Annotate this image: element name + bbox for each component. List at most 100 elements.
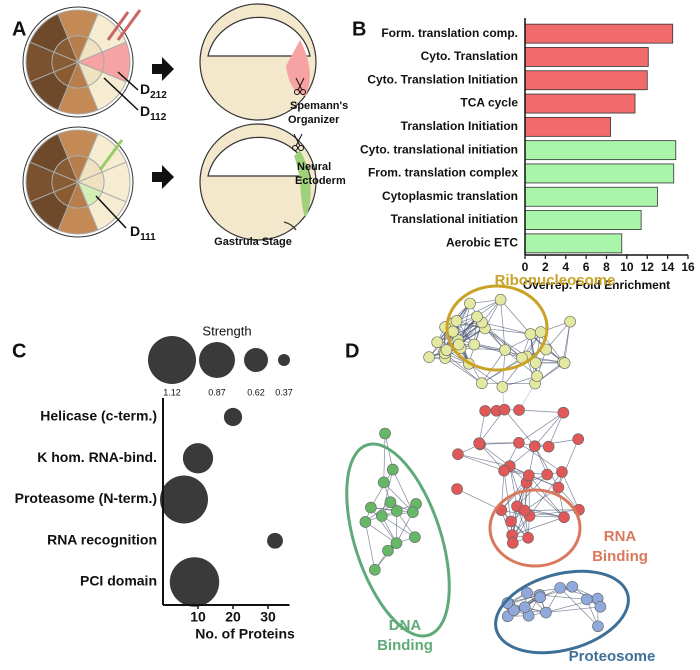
scissors bbox=[293, 133, 301, 147]
network-edge bbox=[365, 521, 376, 570]
panel-label: A bbox=[12, 18, 26, 40]
arrow bbox=[152, 165, 174, 189]
cluster-outline bbox=[488, 488, 582, 568]
network-node bbox=[452, 448, 464, 461]
y-tick-label: Translational initiation bbox=[391, 212, 518, 226]
cell-label: D212 bbox=[140, 81, 167, 101]
network-node bbox=[541, 468, 553, 481]
legend-label: 0.37 bbox=[275, 387, 293, 397]
arrow bbox=[152, 57, 174, 81]
network-node bbox=[513, 436, 525, 449]
network-node bbox=[452, 338, 465, 351]
scissors bbox=[292, 145, 298, 151]
network-node bbox=[572, 433, 584, 445]
bubble bbox=[223, 407, 243, 427]
needle bbox=[106, 11, 130, 41]
needle bbox=[116, 9, 142, 41]
network-edge bbox=[484, 328, 527, 357]
network-node bbox=[369, 564, 381, 576]
network-edge bbox=[504, 409, 536, 447]
network-edge bbox=[474, 344, 522, 359]
annotation: Gastrula Stage bbox=[214, 236, 292, 248]
scissors bbox=[295, 133, 303, 147]
x-tick-label: 12 bbox=[641, 260, 655, 274]
network-edge bbox=[518, 442, 563, 473]
bar bbox=[524, 233, 623, 254]
network-edge bbox=[481, 349, 506, 384]
network-node bbox=[440, 344, 453, 356]
network-node bbox=[556, 466, 568, 478]
network-node bbox=[377, 476, 390, 489]
network-node bbox=[594, 601, 607, 613]
bubble bbox=[267, 532, 283, 549]
network-node bbox=[479, 405, 491, 417]
scissors bbox=[295, 77, 303, 91]
network-edge bbox=[444, 357, 483, 384]
network-node bbox=[531, 370, 543, 382]
bar bbox=[524, 163, 675, 184]
blastomere bbox=[77, 37, 103, 63]
x-tick-label: 8 bbox=[603, 260, 610, 274]
network-node bbox=[552, 481, 565, 494]
scissors bbox=[298, 145, 304, 151]
network-node bbox=[558, 511, 570, 524]
network-node bbox=[519, 601, 531, 613]
cluster-label: Proteosome bbox=[569, 648, 656, 665]
bubble bbox=[169, 557, 220, 607]
network-edge bbox=[509, 466, 518, 507]
network-node bbox=[498, 464, 510, 477]
network-node bbox=[494, 293, 507, 306]
network-node bbox=[407, 506, 419, 518]
network-node bbox=[592, 620, 604, 633]
network-node bbox=[473, 437, 485, 449]
scissors bbox=[297, 77, 305, 91]
network-edge bbox=[500, 299, 506, 351]
x-tick-label: 10 bbox=[620, 260, 634, 274]
x-tick-label: 0 bbox=[522, 260, 529, 274]
network-node bbox=[580, 593, 593, 606]
x-tick-label: 6 bbox=[583, 260, 590, 274]
network-edge bbox=[524, 487, 559, 511]
network-node bbox=[471, 310, 483, 323]
network-node bbox=[540, 606, 552, 619]
cluster-label: Binding bbox=[592, 548, 648, 565]
bar bbox=[524, 70, 648, 91]
y-tick-label: TCA cycle bbox=[460, 96, 518, 110]
network-node bbox=[518, 504, 531, 517]
organizer-patch bbox=[286, 40, 310, 96]
panel-label: B bbox=[352, 18, 366, 40]
cell-label-main: D bbox=[140, 81, 150, 97]
network-edge bbox=[512, 516, 565, 536]
legend-label: 0.87 bbox=[208, 387, 226, 397]
network-edge bbox=[484, 328, 531, 335]
annotation: Organizer bbox=[288, 114, 340, 126]
cell-label: D111 bbox=[130, 223, 156, 243]
blastopore bbox=[283, 221, 297, 231]
cell-label-main: D bbox=[140, 103, 150, 119]
network-edge bbox=[534, 412, 564, 447]
network-node bbox=[528, 440, 541, 452]
network-edge bbox=[481, 322, 531, 335]
cluster-label: Binding bbox=[377, 637, 433, 654]
network-edge bbox=[383, 433, 386, 483]
annotation: Spemann's bbox=[290, 100, 348, 112]
network-node bbox=[365, 501, 377, 514]
x-axis-label: No. of Proteins bbox=[195, 626, 295, 642]
cluster-label: DNA bbox=[389, 617, 422, 634]
network-edge bbox=[502, 375, 538, 388]
legend-bubble bbox=[148, 336, 196, 384]
network-edge bbox=[457, 453, 505, 471]
network-edge bbox=[545, 606, 601, 613]
legend-bubble bbox=[244, 348, 268, 372]
network-edge bbox=[381, 515, 416, 538]
network-edge bbox=[564, 321, 571, 364]
network-node bbox=[521, 587, 533, 599]
network-edge bbox=[383, 482, 414, 513]
network-node bbox=[542, 440, 555, 453]
network-edge bbox=[545, 321, 571, 350]
network-edge bbox=[559, 587, 599, 627]
network-node bbox=[496, 381, 509, 393]
network-node bbox=[505, 515, 517, 528]
y-tick-label: Translation Initiation bbox=[401, 119, 518, 133]
y-tick-label: PCI domain bbox=[80, 573, 157, 589]
